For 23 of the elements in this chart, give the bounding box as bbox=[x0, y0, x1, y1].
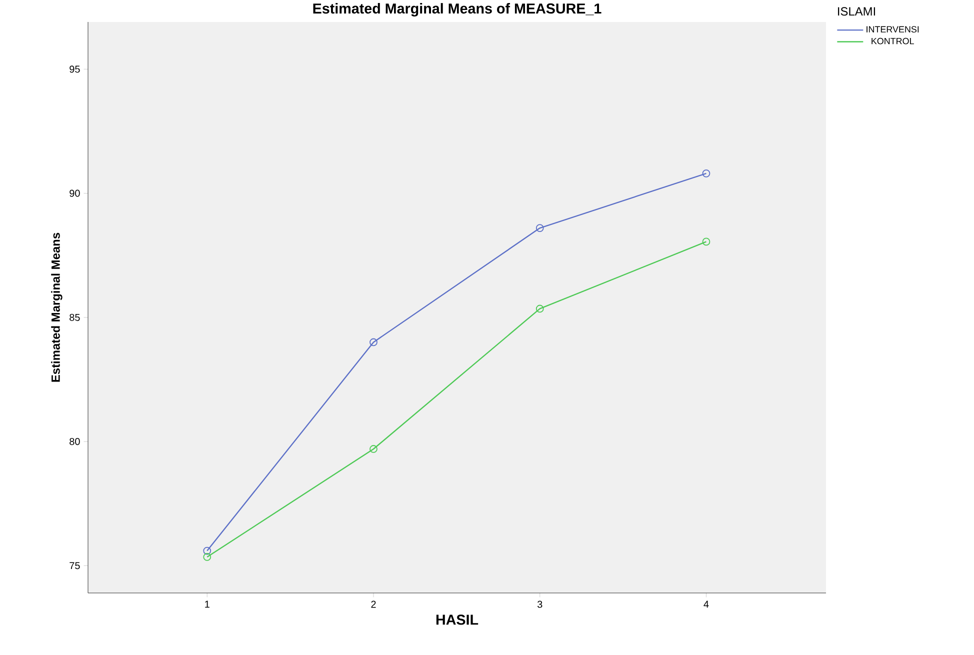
chart-title: Estimated Marginal Means of MEASURE_1 bbox=[313, 3, 602, 16]
y-axis-title: Estimated Marginal Means bbox=[51, 232, 62, 382]
point bbox=[203, 546, 212, 555]
x-tick-label: 4 bbox=[704, 600, 709, 608]
x-axis-title: HASIL bbox=[436, 614, 478, 625]
x-tick-label: 2 bbox=[371, 600, 376, 608]
y-tick-label: 75 bbox=[70, 562, 80, 570]
y-tick-label: 90 bbox=[70, 190, 80, 197]
y-tick-label: 95 bbox=[70, 66, 80, 73]
point bbox=[702, 238, 710, 246]
x-tick-label: 1 bbox=[205, 600, 210, 608]
legend-label: INTERVENSI bbox=[866, 26, 919, 33]
point bbox=[370, 445, 378, 453]
x-tick-label: 3 bbox=[537, 600, 542, 608]
point bbox=[702, 169, 710, 178]
point bbox=[203, 553, 212, 561]
point bbox=[536, 224, 544, 232]
y-tick-label: 80 bbox=[70, 438, 80, 446]
legend-label: KONTROL bbox=[872, 38, 914, 44]
point bbox=[536, 304, 544, 313]
y-tick-label: 85 bbox=[70, 314, 80, 321]
point bbox=[370, 338, 378, 346]
legend-title: ISLAMI bbox=[838, 7, 875, 16]
